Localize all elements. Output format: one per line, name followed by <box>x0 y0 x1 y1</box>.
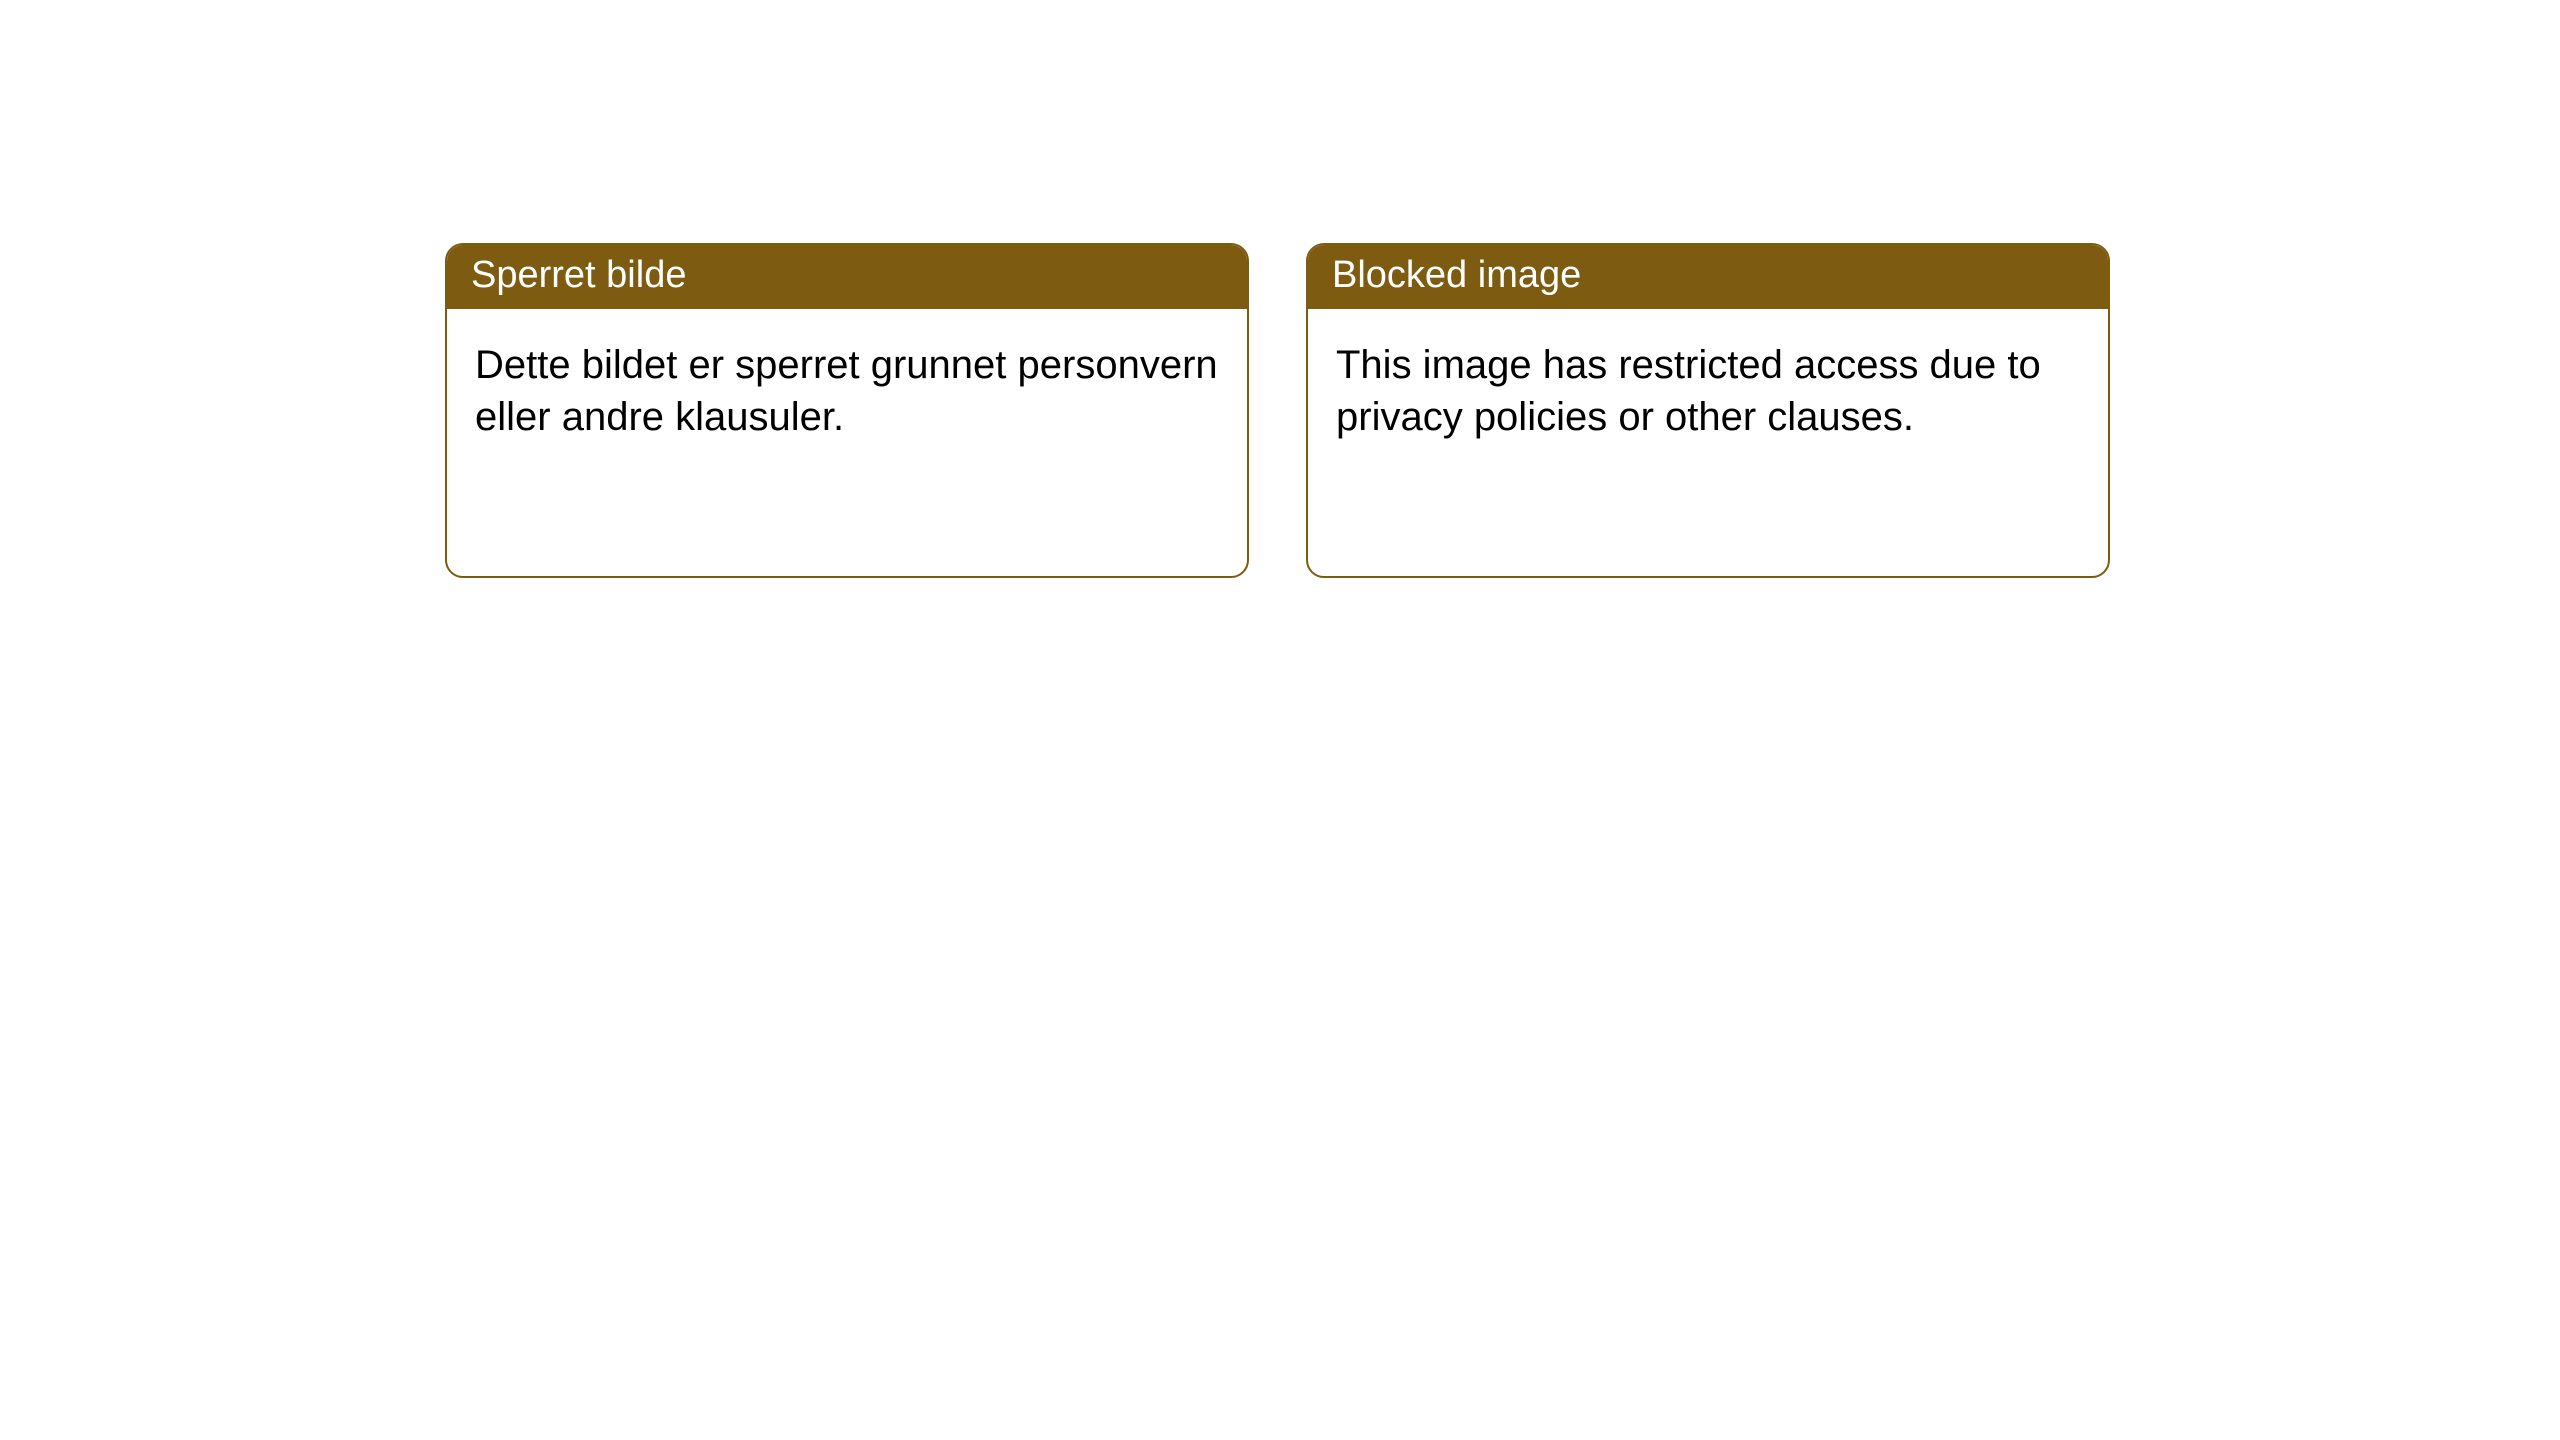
notice-title-english: Blocked image <box>1308 245 2108 309</box>
notice-container: Sperret bilde Dette bildet er sperret gr… <box>445 243 2110 578</box>
notice-title-norwegian: Sperret bilde <box>447 245 1247 309</box>
notice-body-norwegian: Dette bildet er sperret grunnet personve… <box>447 309 1247 473</box>
notice-body-english: This image has restricted access due to … <box>1308 309 2108 473</box>
notice-card-english: Blocked image This image has restricted … <box>1306 243 2110 578</box>
notice-card-norwegian: Sperret bilde Dette bildet er sperret gr… <box>445 243 1249 578</box>
